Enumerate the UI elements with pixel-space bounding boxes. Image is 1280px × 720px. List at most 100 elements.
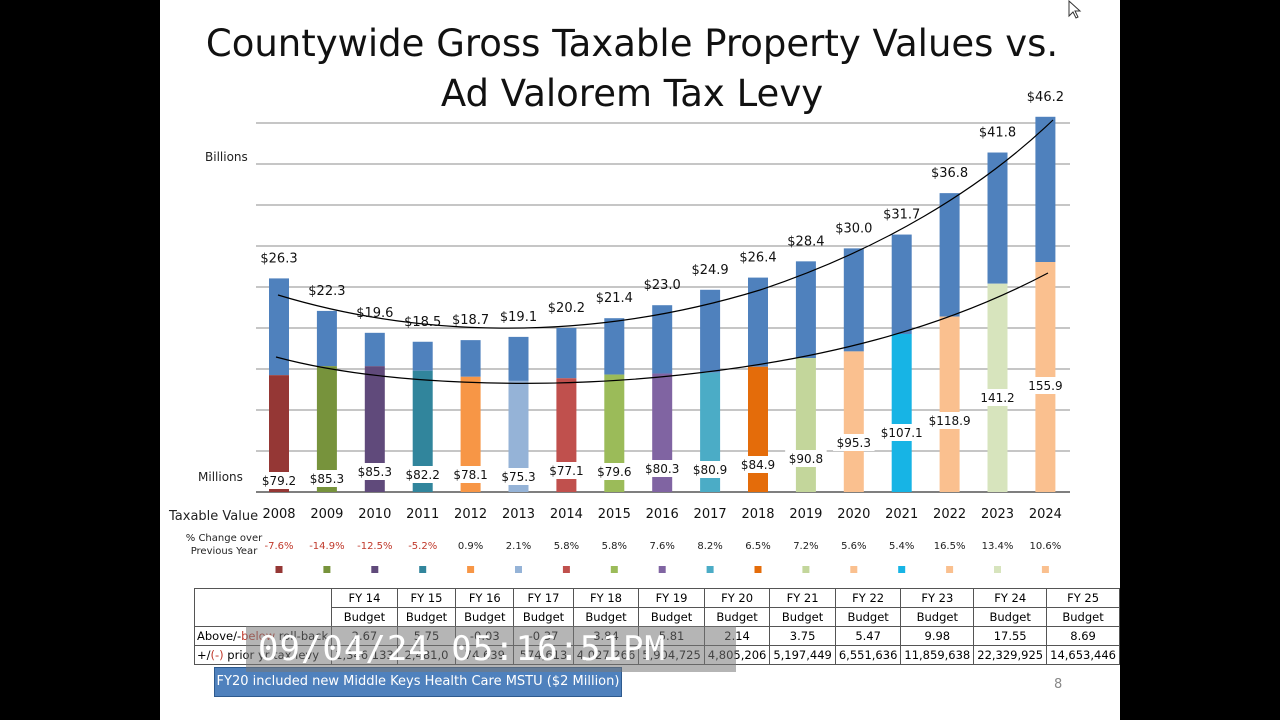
year-tick-label: 2010 <box>358 507 391 522</box>
millions-value-label: $78.1 <box>453 468 487 482</box>
bar-billions <box>891 234 912 334</box>
table-budget-header: Budget <box>396 607 457 627</box>
row2-label-a: +/ <box>197 648 211 662</box>
year-tick-label: 2022 <box>933 507 966 522</box>
millions-label-bg <box>641 460 683 477</box>
millions-label-bg <box>401 466 444 483</box>
legend-marker <box>754 566 762 573</box>
table-cell-above-below: 5.47 <box>834 626 902 646</box>
millions-label-bg <box>877 424 927 441</box>
slide: Countywide Gross Taxable Property Values… <box>160 0 1120 720</box>
millions-label-bg <box>833 434 875 451</box>
table-fy-header: FY 18 <box>572 588 640 608</box>
table-fy-header: FY 19 <box>638 588 705 608</box>
pct-change-value: 16.5% <box>934 541 966 552</box>
bar-millions <box>364 366 385 492</box>
millions-value-label: $90.8 <box>789 452 823 466</box>
pct-change-value: -5.2% <box>408 541 437 552</box>
billions-value-label: $19.1 <box>500 310 537 325</box>
bar-billions <box>460 340 481 377</box>
pct-change-value: 5.8% <box>602 541 627 552</box>
table-budget-header: Budget <box>769 607 836 627</box>
pct-change-label: % Change over Previous Year <box>184 532 264 558</box>
billions-value-label: $46.2 <box>1027 90 1064 105</box>
table-cell-above-below: 9.98 <box>900 626 975 646</box>
table-corner <box>193 588 333 627</box>
bar-billions <box>316 310 337 367</box>
pct-change-value: 5.6% <box>841 541 866 552</box>
legend-marker <box>515 566 522 573</box>
pct-change-value: 5.4% <box>889 541 914 552</box>
millions-label-bg <box>306 470 348 487</box>
table-header-row-budget: Budget Budget Budget Budget Budget Budget Budg… <box>195 607 1120 627</box>
millions-label-bg <box>785 450 827 467</box>
billions-value-label: $26.4 <box>739 251 776 266</box>
millions-value-label: $85.3 <box>310 472 344 486</box>
millions-trendline <box>275 272 1049 384</box>
millions-value-label: $95.3 <box>837 436 871 450</box>
table-cell-above-below: 3.75 <box>769 626 836 646</box>
table-fy-header: FY 22 <box>834 588 902 608</box>
billions-value-label: $18.5 <box>404 315 441 330</box>
table-budget-header: Budget <box>1046 607 1120 627</box>
pct-change-value: -12.5% <box>357 541 392 552</box>
year-tick-label: 2024 <box>1029 507 1062 522</box>
bar-millions <box>891 333 912 492</box>
chart-title-line1: Countywide Gross Taxable Property Values… <box>205 22 1059 65</box>
chart-title-line2: Ad Valorem Tax Levy <box>440 72 824 115</box>
year-tick-label: 2020 <box>837 507 870 522</box>
legend-marker <box>610 566 618 573</box>
millions-value-label: $107.1 <box>881 426 923 440</box>
millions-label-bg <box>545 462 588 479</box>
bar-millions <box>316 366 337 492</box>
millions-label-bg <box>976 389 1019 406</box>
year-tick-label: 2013 <box>502 507 535 522</box>
millions-value-label: $84.9 <box>741 458 775 472</box>
bar-millions <box>843 351 864 492</box>
billions-value-label: $24.9 <box>691 263 728 278</box>
legend-marker <box>898 566 906 573</box>
millions-label-bg <box>449 466 492 483</box>
year-tick-label: 2021 <box>885 507 918 522</box>
table-cell-above-below: 8.69 <box>1046 626 1120 646</box>
pct-change-value: -14.9% <box>309 541 344 552</box>
year-tick-label: 2014 <box>550 507 583 522</box>
millions-value-label: $82.2 <box>406 468 440 482</box>
bar-billions <box>748 277 768 367</box>
millions-value-label: 155.9 <box>1028 379 1062 393</box>
table-header-row-fy: FY 14 FY 15 FY 16 FY 17 FY 18 FY 19 FY 20 FY 21… <box>193 588 1120 627</box>
millions-label-bg <box>497 468 540 485</box>
table-cell-prior-levy: 11,859,638 <box>900 645 975 665</box>
year-tick-label: 2009 <box>310 507 343 522</box>
millions-value-label: $79.2 <box>262 474 296 488</box>
billions-value-label: $31.7 <box>883 208 920 223</box>
table-fy-header: FY 25 <box>1046 588 1120 608</box>
table-fy-header: FY 17 <box>513 588 574 608</box>
table-budget-header: Budget <box>900 607 975 627</box>
year-tick-label: 2012 <box>454 507 487 522</box>
millions-value-label: $80.9 <box>693 463 727 477</box>
bar-millions <box>604 374 625 492</box>
table-fy-header: FY 21 <box>769 588 836 608</box>
table-budget-header: Budget <box>572 607 640 627</box>
bar-billions <box>269 278 289 376</box>
table-fy-header: FY 20 <box>703 588 771 608</box>
bar-billions <box>987 152 1008 284</box>
bar-billions <box>652 305 673 374</box>
pct-change-label-2: Previous Year <box>190 546 258 557</box>
year-tick-label: 2011 <box>406 507 439 522</box>
millions-label-bg <box>593 463 636 480</box>
table-fy-header: FY 15 <box>396 588 457 608</box>
billions-value-label: $26.3 <box>260 251 297 266</box>
year-tick-label: 2019 <box>789 507 822 522</box>
bar-millions <box>460 376 481 492</box>
year-tick-label: 2023 <box>981 507 1014 522</box>
bar-billions <box>364 332 385 367</box>
billions-value-label: $19.6 <box>356 306 393 321</box>
millions-value-label: $80.3 <box>645 462 679 476</box>
year-tick-label: 2015 <box>598 507 631 522</box>
table-cell-prior-levy: 6,551,636 <box>834 645 902 665</box>
billions-value-label: $28.4 <box>787 234 824 249</box>
row2-label-b: (-) <box>210 648 224 662</box>
table-budget-header: Budget <box>638 607 705 627</box>
